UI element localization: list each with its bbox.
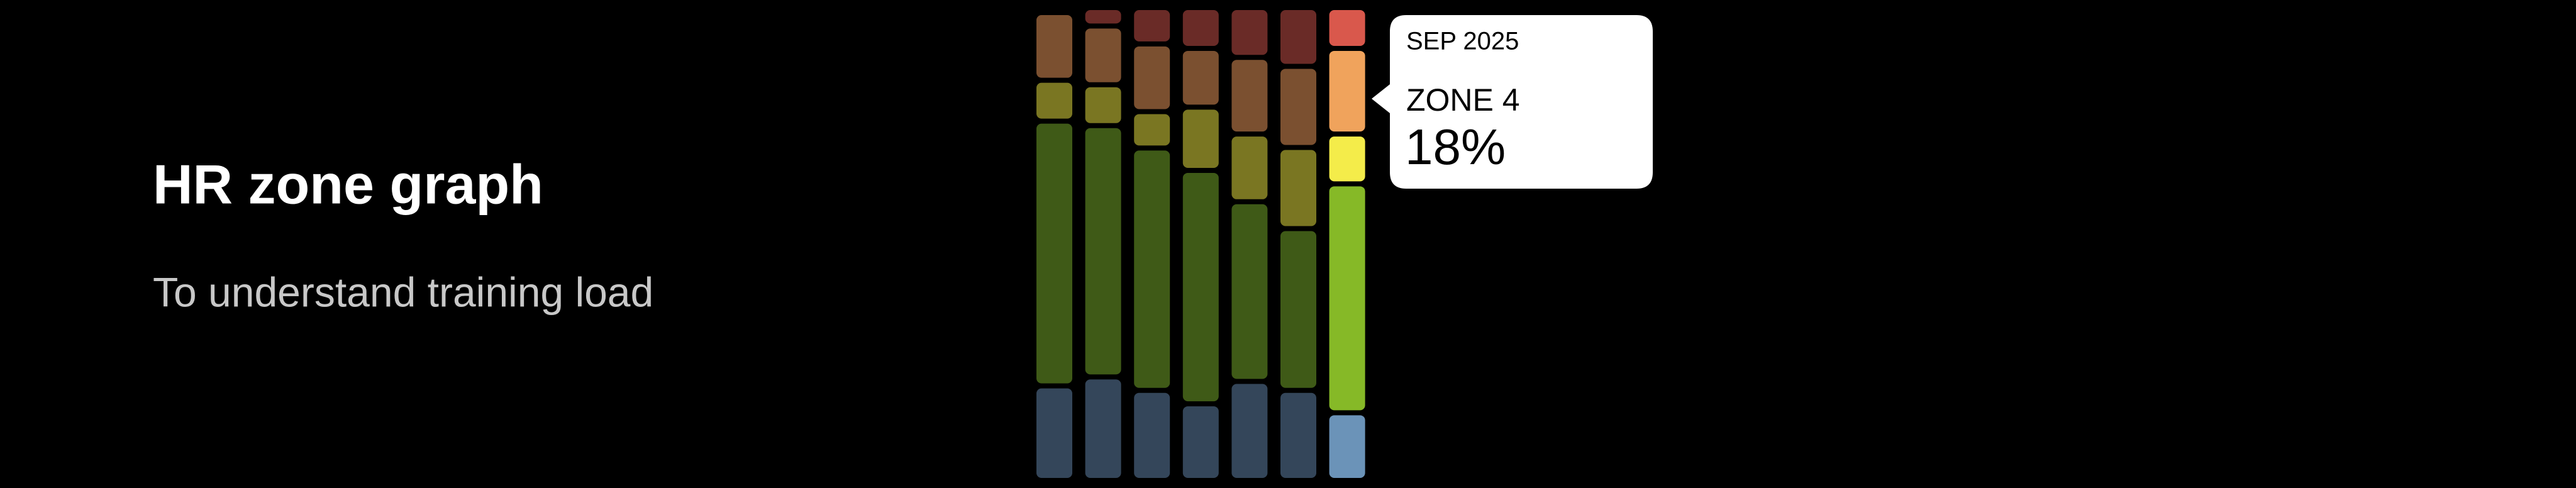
bar-segment <box>1231 384 1268 478</box>
chart <box>1036 10 1365 478</box>
bar-segment <box>1231 10 1268 55</box>
bar-segment <box>1182 109 1219 168</box>
bar-segment <box>1231 136 1268 199</box>
bar-segment <box>1182 50 1219 105</box>
bar-segment <box>1134 150 1170 388</box>
bar-segment <box>1134 10 1170 42</box>
bar-segment <box>1280 150 1316 226</box>
bar-segment <box>1134 46 1170 109</box>
bar-segment <box>1036 123 1072 384</box>
tooltip-zone: ZONE 4 <box>1406 82 1520 118</box>
bar-segment <box>1231 204 1268 379</box>
bar-segment <box>1036 388 1072 478</box>
bar-segment <box>1182 10 1219 46</box>
bar-segment <box>1231 60 1268 132</box>
bar-segment <box>1280 10 1316 64</box>
bar-segment <box>1134 392 1170 478</box>
bar-segment <box>1134 114 1170 146</box>
bar-segment <box>1036 82 1072 119</box>
bar-segment <box>1329 136 1365 182</box>
bar-segment <box>1280 392 1316 478</box>
bar-segment <box>1182 172 1219 402</box>
tooltip-box <box>1372 15 1653 189</box>
bar-segment <box>1329 50 1365 132</box>
bar-segment <box>1085 87 1121 123</box>
subtitle: To understand training load <box>153 269 653 315</box>
bar-segment <box>1329 186 1365 411</box>
bar-segment <box>1182 406 1219 478</box>
bar-segment <box>1085 10 1121 24</box>
bar-segment <box>1036 15 1072 78</box>
bar-segment <box>1085 379 1121 478</box>
tooltip: SEP 2025 ZONE 418% <box>1372 15 1653 189</box>
bar-segment <box>1280 69 1316 145</box>
tooltip-date: SEP 2025 <box>1406 28 1519 55</box>
bar-segment <box>1280 231 1316 388</box>
bar-segment <box>1329 415 1365 478</box>
bar-segment <box>1329 10 1365 46</box>
title: HR zone graph <box>153 153 543 215</box>
tooltip-value: 18% <box>1405 119 1506 175</box>
bar-segment <box>1085 128 1121 375</box>
bar-segment <box>1085 28 1121 82</box>
